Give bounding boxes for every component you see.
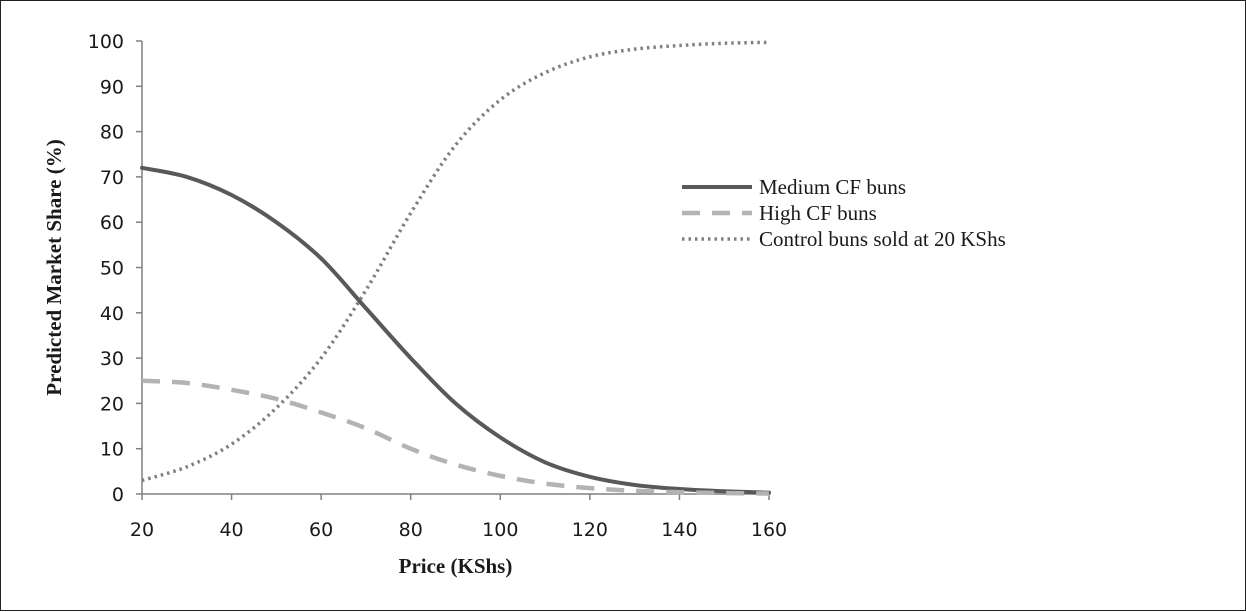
legend-label-2: High CF buns <box>759 201 877 225</box>
y-tick-label: 0 <box>112 484 124 506</box>
x-tick-label: 40 <box>219 519 243 541</box>
y-tick-label: 10 <box>100 439 124 461</box>
legend-label-3: Control buns sold at 20 KShs <box>759 227 1006 251</box>
series-line-3 <box>141 40 770 483</box>
x-tick-label: 120 <box>572 519 608 541</box>
x-axis-title: Price (KShs) <box>399 554 513 578</box>
legend-label-1: Medium CF buns <box>759 175 906 199</box>
y-tick-label: 100 <box>88 31 124 53</box>
x-tick-label: 160 <box>751 519 787 541</box>
series-lines <box>140 40 771 496</box>
x-tick-label: 80 <box>399 519 423 541</box>
y-axis-title: Predicted Market Share (%) <box>42 139 66 395</box>
x-tick-label: 20 <box>130 519 154 541</box>
x-tick-label: 60 <box>309 519 333 541</box>
x-tick-label: 100 <box>482 519 518 541</box>
y-tick-label: 70 <box>100 167 124 189</box>
series-line-1 <box>140 165 771 495</box>
y-tick-label: 80 <box>100 122 124 144</box>
y-axis: 0 10 20 30 40 50 60 70 80 90 100 <box>88 31 143 506</box>
y-tick-label: 90 <box>100 76 124 98</box>
x-axis: 20 40 60 80 100 120 140 160 <box>130 493 787 541</box>
series-line-2 <box>141 378 770 496</box>
y-tick-label: 20 <box>100 393 124 415</box>
y-tick-label: 30 <box>100 348 124 370</box>
y-tick-label: 60 <box>100 212 124 234</box>
x-tick-label: 140 <box>661 519 697 541</box>
y-tick-label: 50 <box>100 258 124 280</box>
y-tick-label: 40 <box>100 303 124 325</box>
